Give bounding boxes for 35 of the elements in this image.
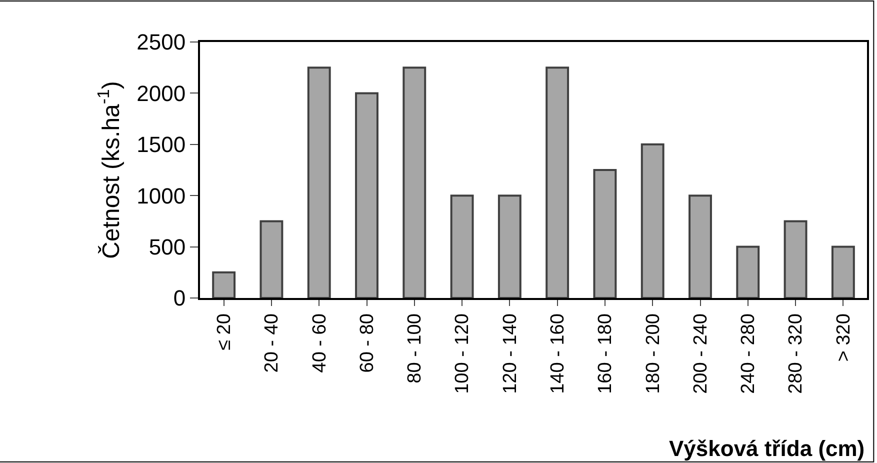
x-tick-label: ≤ 20 xyxy=(214,314,235,350)
x-tick-label: > 320 xyxy=(833,314,854,362)
bar xyxy=(736,246,760,298)
bar xyxy=(260,220,284,298)
x-tick-label: 40 - 60 xyxy=(309,314,330,373)
x-tick-label: 60 - 80 xyxy=(356,314,378,373)
bar xyxy=(640,143,664,298)
x-tick-label: 280 - 320 xyxy=(786,314,807,394)
bar xyxy=(307,66,331,298)
bar xyxy=(593,169,617,298)
y-tick-label: 2000 xyxy=(136,80,186,106)
y-tick-label: 2500 xyxy=(136,30,186,55)
y-tick-label: 1500 xyxy=(136,132,186,158)
x-tick-label: 160 - 180 xyxy=(595,314,616,394)
x-axis-title: Výšková třída (cm) xyxy=(669,436,865,461)
x-tick-label: 200 - 240 xyxy=(690,314,712,394)
bar xyxy=(688,194,712,298)
bar xyxy=(450,194,474,298)
x-tick-label: 240 - 280 xyxy=(738,314,760,394)
y-tick-label: 1000 xyxy=(136,183,186,208)
bar xyxy=(784,220,808,298)
bar xyxy=(498,194,522,298)
bar xyxy=(355,92,378,298)
x-tick-label: 140 - 160 xyxy=(547,314,568,394)
bar xyxy=(546,66,570,298)
x-tick-label: 20 - 40 xyxy=(262,314,283,373)
x-tick-label: 100 - 120 xyxy=(452,314,474,394)
bar xyxy=(402,66,426,298)
x-tick-label: 120 - 140 xyxy=(500,314,521,394)
x-tick-label: 80 - 100 xyxy=(404,314,426,384)
x-tick-label: 180 - 200 xyxy=(642,314,664,394)
bar xyxy=(212,271,236,298)
y-tick-label: 0 xyxy=(173,286,186,311)
bar xyxy=(831,246,855,298)
y-tick-label: 500 xyxy=(148,234,186,260)
